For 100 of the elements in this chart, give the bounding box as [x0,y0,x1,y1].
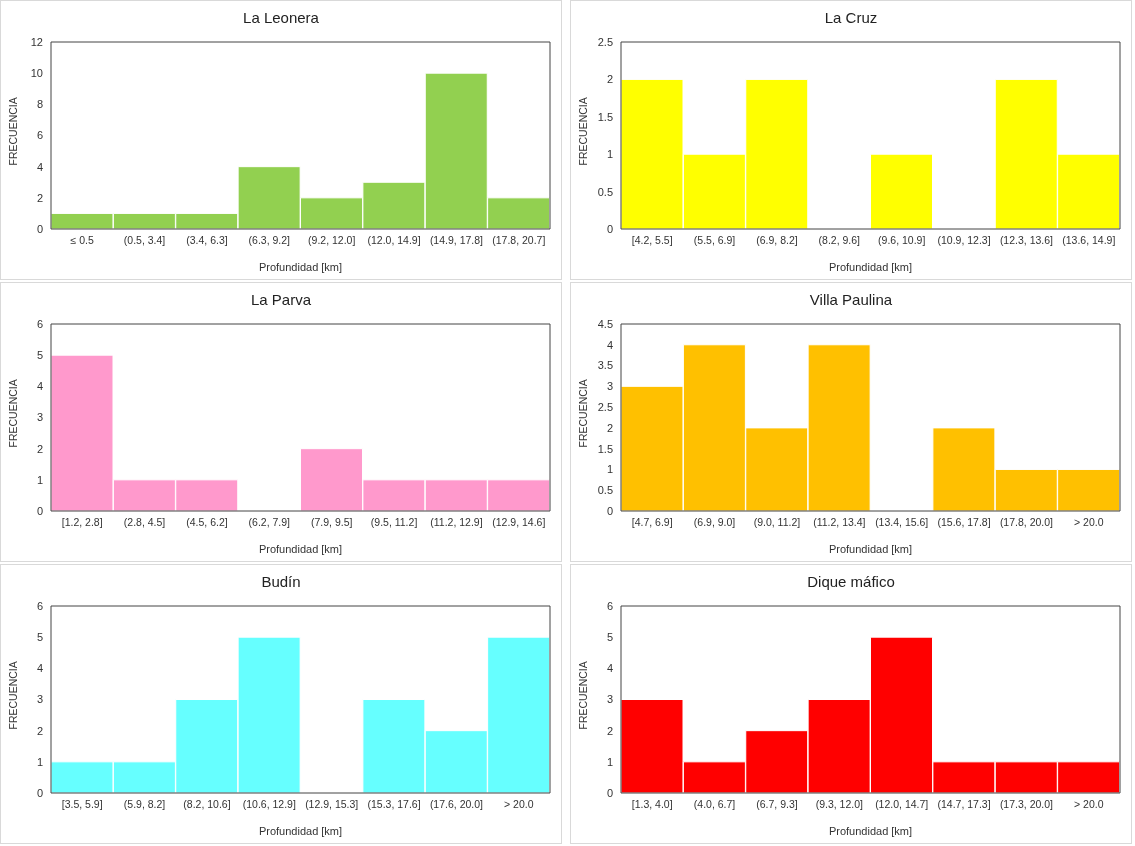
y-tick-label: 3 [606,693,613,706]
x-tick-label: (5.9, 8.2] [123,798,166,811]
y-tick-label: 2.5 [597,401,613,414]
chart-title: La Parva [249,290,312,310]
y-tick-label: 3.5 [597,359,613,372]
y-tick-label: 2 [606,724,613,737]
y-tick-label: 4 [606,338,613,351]
x-axis-title: Profundidad [km] [828,543,913,555]
y-tick-label: 6 [36,317,43,330]
y-axis-title: FRECUENCIA [6,379,19,448]
x-tick-label: (4.5, 6.2] [186,516,228,529]
x-tick-label: (14.9, 17.8] [429,234,484,247]
chart-title: Villa Paulina [808,290,894,310]
y-tick-label: 2 [606,421,613,434]
x-tick-label: (2.8, 4.5] [123,516,166,529]
y-tick-label: 2.5 [597,35,613,48]
x-axis-title: Profundidad [km] [828,261,913,273]
x-tick-label: (6.9, 8.2] [756,234,798,247]
y-tick-label: 4 [36,380,43,393]
y-tick-label: 2 [36,442,43,455]
x-tick-label: (8.2, 10.6] [183,798,231,811]
x-tick-label: (13.4, 15.6] [875,516,929,529]
x-tick-label: (0.5, 3.4] [123,234,166,247]
y-tick-label: 1 [36,473,43,486]
y-tick-label: 0 [36,504,43,517]
y-axis-title: FRECUENCIA [6,661,19,730]
x-tick-label: (11.2, 12.9] [430,516,483,529]
x-tick-label: (3.4, 6.3] [186,234,228,247]
y-axis-title: FRECUENCIA [576,97,589,166]
x-tick-label: (12.9, 15.3] [305,798,359,811]
x-axis-title: Profundidad [km] [258,825,343,837]
x-axis-title: Profundidad [km] [258,261,343,273]
x-tick-label: (15.6, 17.8] [937,516,991,529]
y-tick-label: 0 [36,786,43,799]
x-tick-label: (12.3, 13.6] [999,234,1054,247]
x-tick-label: (12.9, 14.6] [492,516,546,529]
x-tick-label: (9.5, 11.2] [370,516,418,529]
x-tick-label: (5.5, 6.9] [693,234,736,247]
y-tick-label: 6 [36,129,43,142]
x-tick-label: (13.6, 14.9] [1062,234,1116,247]
chart-title: La Leonera [242,8,320,28]
x-tick-label: > 20.0 [1074,798,1104,811]
y-tick-label: 4.5 [597,317,613,330]
x-tick-label: (17.3, 20.0] [999,798,1054,811]
y-tick-label: 1.5 [597,442,613,455]
y-tick-label: 1 [606,755,613,768]
y-tick-label: 3 [36,411,43,424]
y-tick-label: 1 [36,755,43,768]
y-tick-label: 10 [30,67,43,80]
y-axis-title: FRECUENCIA [576,661,589,730]
x-axis-title: Profundidad [km] [828,825,913,837]
x-tick-label: (15.3, 17.6] [367,798,421,811]
x-tick-label: (9.2, 12.0] [308,234,356,247]
y-tick-label: 5 [606,631,613,644]
x-tick-label: (6.7, 9.3] [756,798,798,811]
y-tick-label: 5 [36,631,43,644]
y-tick-label: 0.5 [597,484,613,497]
x-tick-label: (12.0, 14.9] [367,234,421,247]
x-tick-label: (7.9, 9.5] [310,516,353,529]
y-tick-label: 5 [36,349,43,362]
x-tick-label: (9.0, 11.2] [753,516,801,529]
y-tick-label: 0 [36,222,43,235]
y-tick-label: 4 [606,662,613,675]
x-tick-label: (17.8, 20.7] [492,234,546,247]
x-tick-label: (8.2, 9.6] [818,234,861,247]
y-tick-label: 0 [606,786,613,799]
y-tick-label: 0 [606,222,613,235]
y-tick-label: 1.5 [597,110,613,123]
y-tick-label: 6 [606,599,613,612]
x-tick-label: (14.7, 17.3] [937,798,991,811]
chart-title: Budín [260,572,302,592]
y-tick-label: 2 [36,724,43,737]
x-tick-label: (12.0, 14.7] [875,798,929,811]
x-tick-label: (6.2, 7.9] [248,516,291,529]
x-tick-label: (6.3, 9.2] [248,234,291,247]
y-tick-label: 8 [36,98,43,111]
x-tick-label: (17.8, 20.0] [999,516,1054,529]
x-tick-label: [1.2, 2.8] [61,516,103,529]
x-axis-title: Profundidad [km] [258,543,343,555]
x-tick-label: (6.9, 9.0] [693,516,736,529]
chart-title: Dique máfico [806,572,896,592]
x-tick-label: (10.9, 12.3] [937,234,991,247]
y-tick-label: 1 [606,463,613,476]
x-tick-label: (17.6, 20.0] [429,798,484,811]
x-tick-label: (10.6, 12.9] [242,798,296,811]
y-tick-label: 0.5 [597,185,613,198]
y-tick-label: 2 [606,73,613,86]
y-tick-label: 2 [36,191,43,204]
x-tick-label: (9.3, 12.0] [815,798,864,811]
chart-title: La Cruz [823,8,879,28]
x-tick-label: ≤ 0.5 [70,234,94,247]
y-tick-label: 0 [606,504,613,517]
x-tick-label: (4.0, 6.7] [693,798,736,811]
x-tick-label: (9.6, 10.9] [878,234,926,247]
x-tick-label: > 20.0 [504,798,534,811]
y-tick-label: 12 [30,35,43,48]
y-axis-title: FRECUENCIA [6,97,19,166]
x-tick-label: > 20.0 [1074,516,1104,529]
y-tick-label: 3 [36,693,43,706]
y-tick-label: 4 [36,662,43,675]
